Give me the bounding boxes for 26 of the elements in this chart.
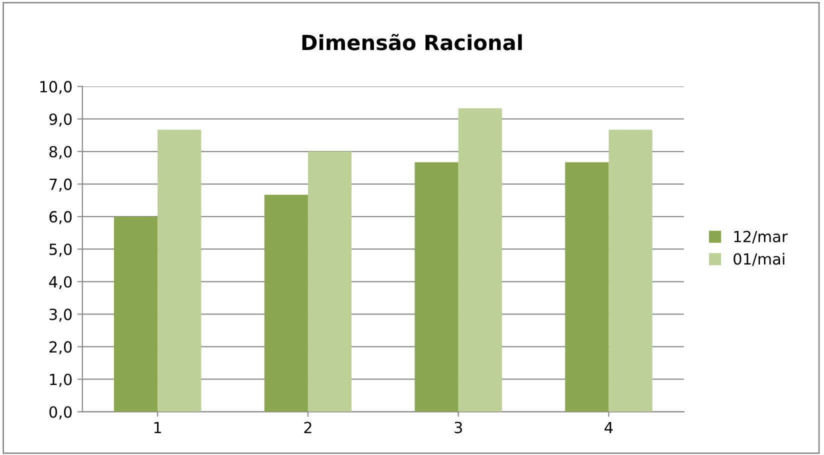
legend-label: 01/mai <box>734 252 784 266</box>
y-tick-label: 1,0 <box>50 374 72 387</box>
bar <box>414 162 458 412</box>
x-tick-label: 3 <box>454 422 462 434</box>
y-tick-label: 5,0 <box>50 244 72 257</box>
bar <box>608 130 652 412</box>
x-tick-label: 2 <box>304 422 312 434</box>
bar <box>458 108 502 412</box>
y-tick-label: 6,0 <box>49 211 72 224</box>
bar <box>308 152 352 412</box>
y-tick-label: 9,0 <box>49 113 72 127</box>
chart-title: Dimensão Racional <box>302 34 522 50</box>
bar <box>114 216 158 412</box>
x-tick-label: 1 <box>154 422 162 434</box>
bar <box>158 130 202 412</box>
y-tick-label: 8,0 <box>49 146 72 160</box>
y-tick-label: 7,0 <box>50 178 72 192</box>
legend-label: 12/mar <box>734 230 788 244</box>
y-tick-label: 4,0 <box>49 276 72 290</box>
y-tick-label: 2,0 <box>50 341 72 354</box>
y-tick-label: 0,0 <box>49 406 72 420</box>
bar <box>565 162 609 412</box>
y-tick-label: 3,0 <box>50 308 72 322</box>
y-tick-label: 10,0 <box>40 80 72 94</box>
bar <box>264 194 308 412</box>
x-tick-label: 4 <box>604 422 613 434</box>
